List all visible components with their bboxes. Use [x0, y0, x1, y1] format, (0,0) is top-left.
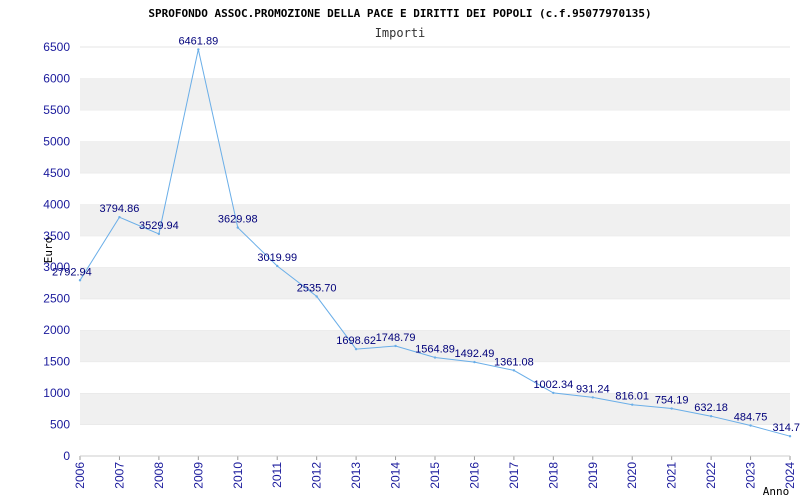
data-points — [78, 48, 792, 438]
data-point — [236, 226, 239, 229]
x-tick-label: 2022 — [704, 462, 718, 489]
x-tick-label: 2015 — [428, 462, 442, 489]
data-label: 2535.70 — [297, 282, 337, 294]
data-label: 1492.49 — [455, 348, 495, 360]
y-tick-label: 1500 — [43, 355, 70, 369]
data-label: 3019.99 — [257, 252, 297, 264]
y-tick-label: 2000 — [43, 323, 70, 337]
x-tick-label: 2013 — [349, 462, 363, 489]
x-tick-label: 2008 — [152, 462, 166, 489]
y-tick-label: 500 — [50, 418, 70, 432]
data-label: 6461.89 — [178, 35, 218, 47]
y-tick-label: 1000 — [43, 386, 70, 400]
x-tick-label: 2007 — [112, 462, 126, 489]
data-point — [512, 369, 516, 372]
grid-band — [80, 47, 790, 79]
data-label: 314.7 — [772, 422, 800, 434]
data-point — [670, 407, 673, 410]
grid-band — [80, 109, 790, 142]
x-tick-label: 2020 — [625, 462, 639, 489]
x-tick-label: 2024 — [783, 462, 797, 489]
chart-subtitle: Importi — [375, 26, 426, 40]
data-label: 3629.98 — [218, 214, 258, 226]
y-tick-label: 4000 — [43, 197, 70, 211]
data-label: 1748.79 — [376, 332, 416, 344]
y-tick-label: 3000 — [43, 260, 70, 274]
grid-band — [80, 204, 790, 236]
x-tick-label: 2018 — [546, 462, 560, 489]
data-point — [197, 48, 200, 51]
data-point — [394, 344, 397, 348]
x-tick-label: 2006 — [73, 462, 87, 489]
data-label: 931.24 — [576, 383, 610, 395]
data-point — [473, 360, 476, 364]
data-point — [78, 279, 82, 282]
data-label: 2792.94 — [52, 266, 92, 278]
x-tick-label: 2016 — [467, 462, 481, 489]
y-tick-label: 4500 — [43, 166, 70, 180]
y-axis-ticks: 0 500 1000 1500 2000 2500 3000 3500 4000 4500 5000… — [43, 40, 70, 463]
data-point — [433, 356, 437, 359]
x-axis-label: Anno — [763, 485, 790, 498]
x-tick-label: 2009 — [191, 462, 205, 489]
x-tick-label: 2012 — [310, 462, 324, 489]
data-point — [354, 347, 358, 351]
data-point — [591, 396, 594, 399]
data-point — [552, 391, 555, 395]
data-label: 632.18 — [694, 402, 728, 414]
data-label: 1698.62 — [336, 335, 376, 347]
data-label: 3794.86 — [100, 203, 140, 215]
data-label: 1564.89 — [415, 344, 455, 356]
x-tick-label: 2019 — [586, 462, 600, 489]
x-tick-label: 2010 — [231, 462, 245, 489]
grid-band — [80, 78, 790, 110]
x-tick-label: 2014 — [389, 462, 403, 489]
data-point — [788, 434, 792, 438]
grid-band — [80, 267, 790, 299]
y-tick-label: 2500 — [43, 292, 70, 306]
grid-band — [80, 172, 790, 205]
y-tick-label: 0 — [63, 449, 70, 463]
x-tick-label: 2021 — [665, 462, 679, 489]
y-tick-label: 6000 — [43, 71, 70, 85]
data-point — [157, 232, 161, 236]
grid-band — [80, 424, 790, 456]
data-point — [118, 216, 121, 219]
grid-band — [80, 361, 790, 394]
y-tick-label: 3500 — [43, 229, 70, 243]
data-label: 1002.34 — [533, 379, 573, 391]
data-point — [315, 295, 318, 298]
x-tick-label: 2011 — [270, 462, 284, 488]
x-tick-label: 2023 — [744, 462, 758, 489]
x-tick-label: 2017 — [507, 462, 521, 489]
data-point — [631, 403, 634, 406]
y-tick-label: 5500 — [43, 103, 70, 117]
data-point — [749, 424, 752, 427]
data-label: 816.01 — [615, 391, 649, 403]
data-labels: 2792.94 3794.86 3529.94 6461.89 3629.98 3019.… — [52, 35, 800, 434]
data-label: 754.19 — [655, 395, 689, 407]
y-axis-label: Euro — [42, 237, 55, 264]
data-point — [709, 415, 713, 418]
data-label: 1361.08 — [494, 356, 534, 368]
grid-band — [80, 298, 790, 331]
chart-title: SPROFONDO ASSOC.PROMOZIONE DELLA PACE E … — [148, 7, 651, 20]
data-point — [276, 264, 279, 268]
data-label: 484.75 — [734, 411, 768, 423]
data-label: 3529.94 — [139, 220, 179, 232]
y-tick-label: 6500 — [43, 40, 70, 54]
x-axis-ticks: 2006 2007 2008 2009 2010 2011 2012 2013 2014 2015… — [73, 456, 797, 489]
grid-band — [80, 235, 790, 268]
grid-band — [80, 141, 790, 173]
y-tick-label: 5000 — [43, 134, 70, 148]
